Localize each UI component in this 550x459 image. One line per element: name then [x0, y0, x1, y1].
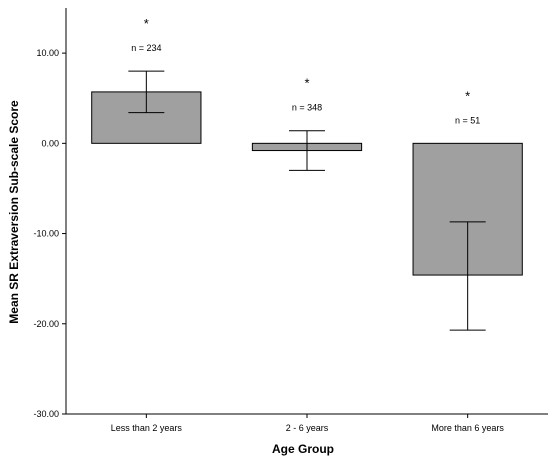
x-tick-label: Less than 2 years	[111, 423, 183, 433]
x-ticks: Less than 2 years 2 - 6 years More than 6 …	[111, 414, 504, 433]
y-ticks: -30.00 -20.00 -10.00 0.00 10.00	[33, 48, 66, 419]
n-label: n = 51	[455, 115, 480, 125]
x-tick-label: More than 6 years	[431, 423, 504, 433]
significance-marker: *	[465, 88, 470, 103]
bars: n = 234 * n = 348 * n = 51 *	[91, 16, 523, 331]
y-tick-label: -20.00	[33, 319, 59, 329]
significance-marker: *	[304, 76, 309, 91]
x-tick-label: 2 - 6 years	[286, 423, 329, 433]
x-axis-title: Age Group	[272, 442, 334, 456]
n-label: n = 348	[292, 103, 322, 113]
significance-marker: *	[144, 16, 149, 31]
n-label: n = 234	[131, 43, 161, 53]
y-tick-label: -10.00	[33, 229, 59, 239]
y-tick-label: -30.00	[33, 409, 59, 419]
y-axis-title: Mean SR Extraversion Sub-scale Score	[7, 100, 21, 324]
y-tick-label: 10.00	[36, 48, 59, 58]
y-axis: -30.00 -20.00 -10.00 0.00 10.00	[33, 8, 67, 419]
y-tick-label: 0.00	[41, 138, 59, 148]
